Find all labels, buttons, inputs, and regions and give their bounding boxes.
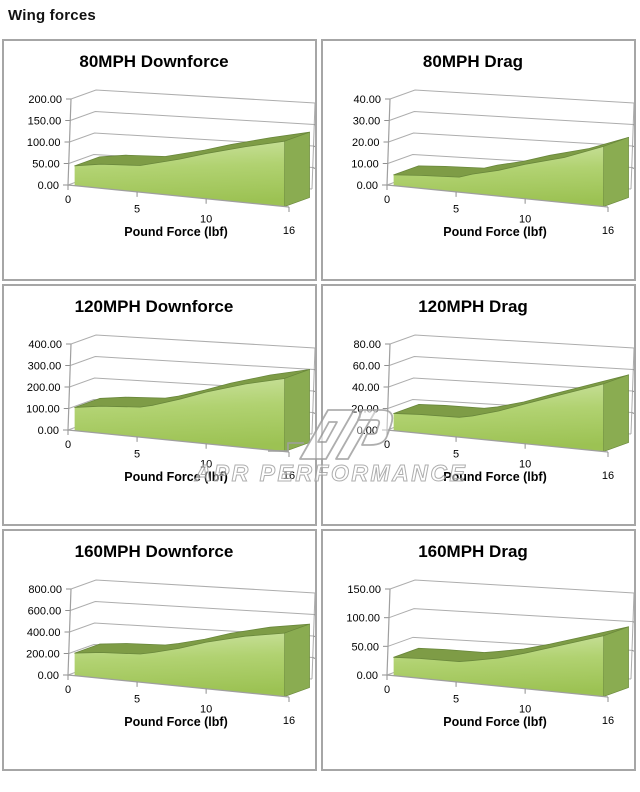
x-axis-title: Pound Force (lbf) (124, 470, 227, 484)
svg-text:150.00: 150.00 (28, 116, 62, 128)
svg-text:50.00: 50.00 (351, 641, 379, 653)
svg-text:0.00: 0.00 (357, 670, 378, 682)
chart-title: 120MPH Downforce (75, 297, 234, 316)
svg-text:10: 10 (519, 458, 531, 470)
svg-text:5: 5 (134, 204, 140, 216)
chart-canvas: 120MPH Drag Pound Force (lbf) 0.00 20.00 4… (351, 297, 634, 484)
chart-canvas: 160MPH Drag Pound Force (lbf) 0.00 50.00 1… (346, 542, 634, 729)
svg-text:16: 16 (283, 470, 295, 482)
chart-title: 80MPH Downforce (79, 52, 228, 71)
svg-text:0.00: 0.00 (38, 180, 59, 192)
svg-text:16: 16 (283, 715, 295, 727)
svg-text:10.00: 10.00 (351, 159, 379, 171)
x-axis-title: Pound Force (lbf) (443, 470, 546, 484)
chart-panel-80mph-drag: 80MPH Drag Pound Force (lbf) 0.00 10.00 20… (321, 39, 636, 281)
svg-text:0.00: 0.00 (38, 670, 59, 682)
svg-text:200.00: 200.00 (28, 94, 62, 106)
svg-text:10: 10 (200, 703, 212, 715)
svg-text:0.00: 0.00 (38, 425, 59, 437)
svg-text:5: 5 (453, 694, 459, 706)
chart-panel-160mph-downforce: 160MPH Downforce Pound Force (lbf) 0.00 2… (2, 529, 317, 771)
svg-text:20.00: 20.00 (352, 137, 380, 149)
svg-text:20.00: 20.00 (351, 404, 379, 416)
svg-text:5: 5 (134, 449, 140, 461)
charts-grid: 80MPH Downforce Pound Force (lbf) 0.00 50… (0, 39, 640, 771)
svg-text:0: 0 (384, 684, 390, 696)
svg-text:100.00: 100.00 (26, 404, 60, 416)
svg-text:10: 10 (519, 703, 531, 715)
svg-text:60.00: 60.00 (353, 361, 381, 373)
chart-panel-160mph-drag: 160MPH Drag Pound Force (lbf) 0.00 50.00 1… (321, 529, 636, 771)
svg-text:0: 0 (65, 684, 71, 696)
svg-text:0: 0 (384, 194, 390, 206)
chart-canvas: 120MPH Downforce Pound Force (lbf) 0.00 1… (26, 297, 315, 484)
svg-text:150.00: 150.00 (347, 584, 381, 596)
svg-text:10: 10 (200, 213, 212, 225)
x-axis-title: Pound Force (lbf) (443, 715, 546, 729)
svg-text:40.00: 40.00 (353, 94, 381, 106)
svg-text:50.00: 50.00 (32, 159, 60, 171)
svg-text:16: 16 (602, 225, 614, 237)
svg-text:0: 0 (384, 439, 390, 451)
chart-title: 120MPH Drag (418, 297, 528, 316)
svg-text:30.00: 30.00 (353, 116, 381, 128)
svg-text:16: 16 (602, 470, 614, 482)
svg-text:40.00: 40.00 (352, 382, 380, 394)
svg-text:0.00: 0.00 (357, 425, 378, 437)
chart-canvas: 80MPH Downforce Pound Force (lbf) 0.0050… (27, 52, 315, 239)
svg-text:16: 16 (283, 225, 295, 237)
svg-text:600.00: 600.00 (28, 606, 62, 618)
svg-text:10: 10 (519, 213, 531, 225)
svg-text:5: 5 (134, 694, 140, 706)
chart-title: 80MPH Drag (423, 52, 523, 71)
chart-panel-120mph-drag: 120MPH Drag Pound Force (lbf) 0.00 20.00 4… (321, 284, 636, 526)
svg-text:80.00: 80.00 (353, 339, 381, 351)
svg-text:400.00: 400.00 (28, 339, 62, 351)
svg-text:800.00: 800.00 (28, 584, 62, 596)
chart-title: 160MPH Downforce (75, 542, 234, 561)
svg-text:10: 10 (200, 458, 212, 470)
chart-canvas: 80MPH Drag Pound Force (lbf) 0.00 10.00 20… (351, 52, 634, 239)
chart-panel-80mph-downforce: 80MPH Downforce Pound Force (lbf) 0.00 50… (2, 39, 317, 281)
svg-text:0.00: 0.00 (357, 180, 378, 192)
svg-text:400.00: 400.00 (27, 627, 61, 639)
svg-text:0: 0 (65, 194, 71, 206)
x-axis-title: Pound Force (lbf) (124, 225, 227, 239)
svg-text:5: 5 (453, 204, 459, 216)
svg-text:0: 0 (65, 439, 71, 451)
svg-text:200.00: 200.00 (27, 382, 61, 394)
page-title: Wing forces (8, 7, 96, 24)
svg-text:5: 5 (453, 449, 459, 461)
svg-text:200.00: 200.00 (26, 649, 60, 661)
chart-panel-120mph-downforce: 120MPH Downforce Pound Force (lbf) 0.00 1… (2, 284, 317, 526)
x-axis-title: Pound Force (lbf) (124, 715, 227, 729)
svg-text:100.00: 100.00 (346, 613, 380, 625)
svg-text:100.00: 100.00 (27, 137, 61, 149)
x-axis-title: Pound Force (lbf) (443, 225, 546, 239)
chart-title: 160MPH Drag (418, 542, 528, 561)
chart-canvas: 160MPH Downforce Pound Force (lbf) 0.00 2… (26, 542, 315, 729)
svg-text:16: 16 (602, 715, 614, 727)
svg-text:300.00: 300.00 (28, 361, 62, 373)
